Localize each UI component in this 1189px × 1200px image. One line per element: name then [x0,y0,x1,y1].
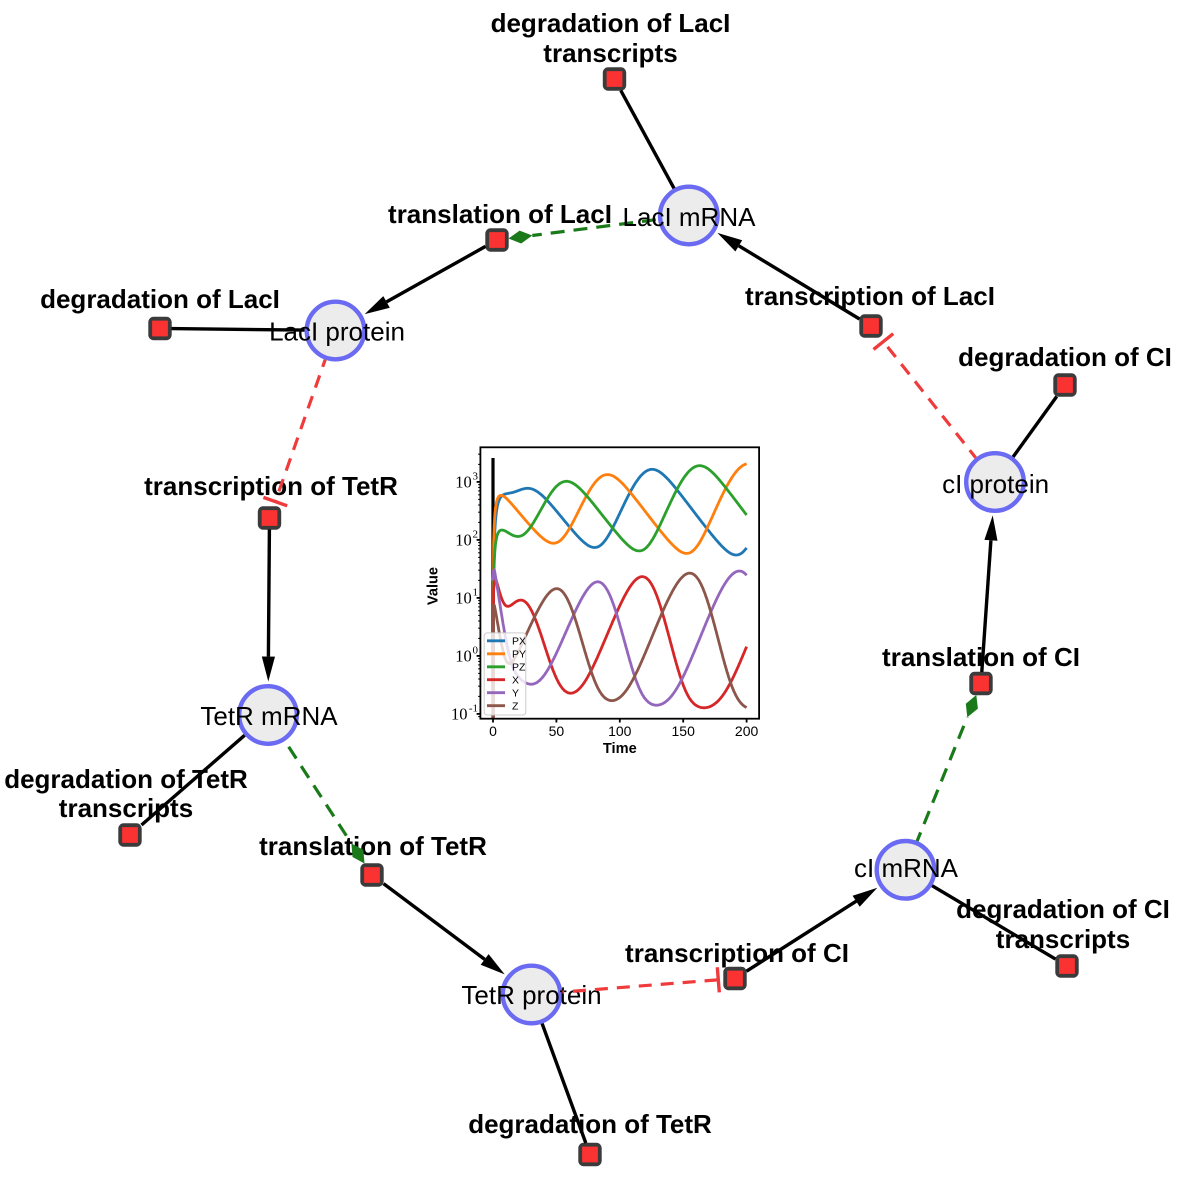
svg-text:50: 50 [549,723,565,739]
svg-text:Y: Y [512,688,519,700]
svg-text:3: 3 [473,470,479,482]
svg-text:100: 100 [608,723,632,739]
svg-text:degradation of CI: degradation of CI [958,342,1172,372]
svg-text:0: 0 [473,644,479,656]
svg-text:transcripts: transcripts [543,38,677,68]
svg-text:Value: Value [426,567,442,605]
svg-text:1: 1 [473,586,479,598]
svg-text:degradation of TetR: degradation of TetR [4,764,248,794]
svg-text:0: 0 [489,723,497,739]
svg-text:transcripts: transcripts [996,924,1130,954]
svg-text:Time: Time [603,741,637,757]
svg-text:translation of LacI: translation of LacI [388,199,612,229]
svg-text:cI mRNA: cI mRNA [854,853,959,883]
svg-text:degradation of TetR: degradation of TetR [468,1109,712,1139]
svg-text:transcription of TetR: transcription of TetR [144,471,398,501]
svg-text:transcription of LacI: transcription of LacI [745,281,995,311]
svg-text:10: 10 [451,704,468,723]
svg-text:cI protein: cI protein [942,469,1049,499]
svg-text:200: 200 [735,723,759,739]
svg-text:TetR protein: TetR protein [461,980,601,1010]
svg-text:10: 10 [455,588,472,607]
svg-text:10: 10 [455,472,472,491]
svg-text:2: 2 [473,528,479,540]
svg-text:10: 10 [455,646,472,665]
svg-text:Z: Z [512,701,519,713]
svg-text:degradation of LacI: degradation of LacI [491,8,731,38]
svg-text:PZ: PZ [512,662,526,674]
svg-text:TetR mRNA: TetR mRNA [200,701,338,731]
svg-text:transcription of CI: transcription of CI [625,938,849,968]
svg-text:-1: -1 [469,702,478,714]
svg-text:translation of TetR: translation of TetR [259,831,487,861]
svg-text:PY: PY [512,649,526,661]
svg-text:150: 150 [672,723,696,739]
svg-text:degradation of CI: degradation of CI [956,894,1170,924]
svg-text:PX: PX [512,636,526,648]
svg-text:10: 10 [455,530,472,549]
svg-text:degradation of LacI: degradation of LacI [40,284,280,314]
svg-text:LacI mRNA: LacI mRNA [623,202,757,232]
svg-text:X: X [512,675,519,687]
